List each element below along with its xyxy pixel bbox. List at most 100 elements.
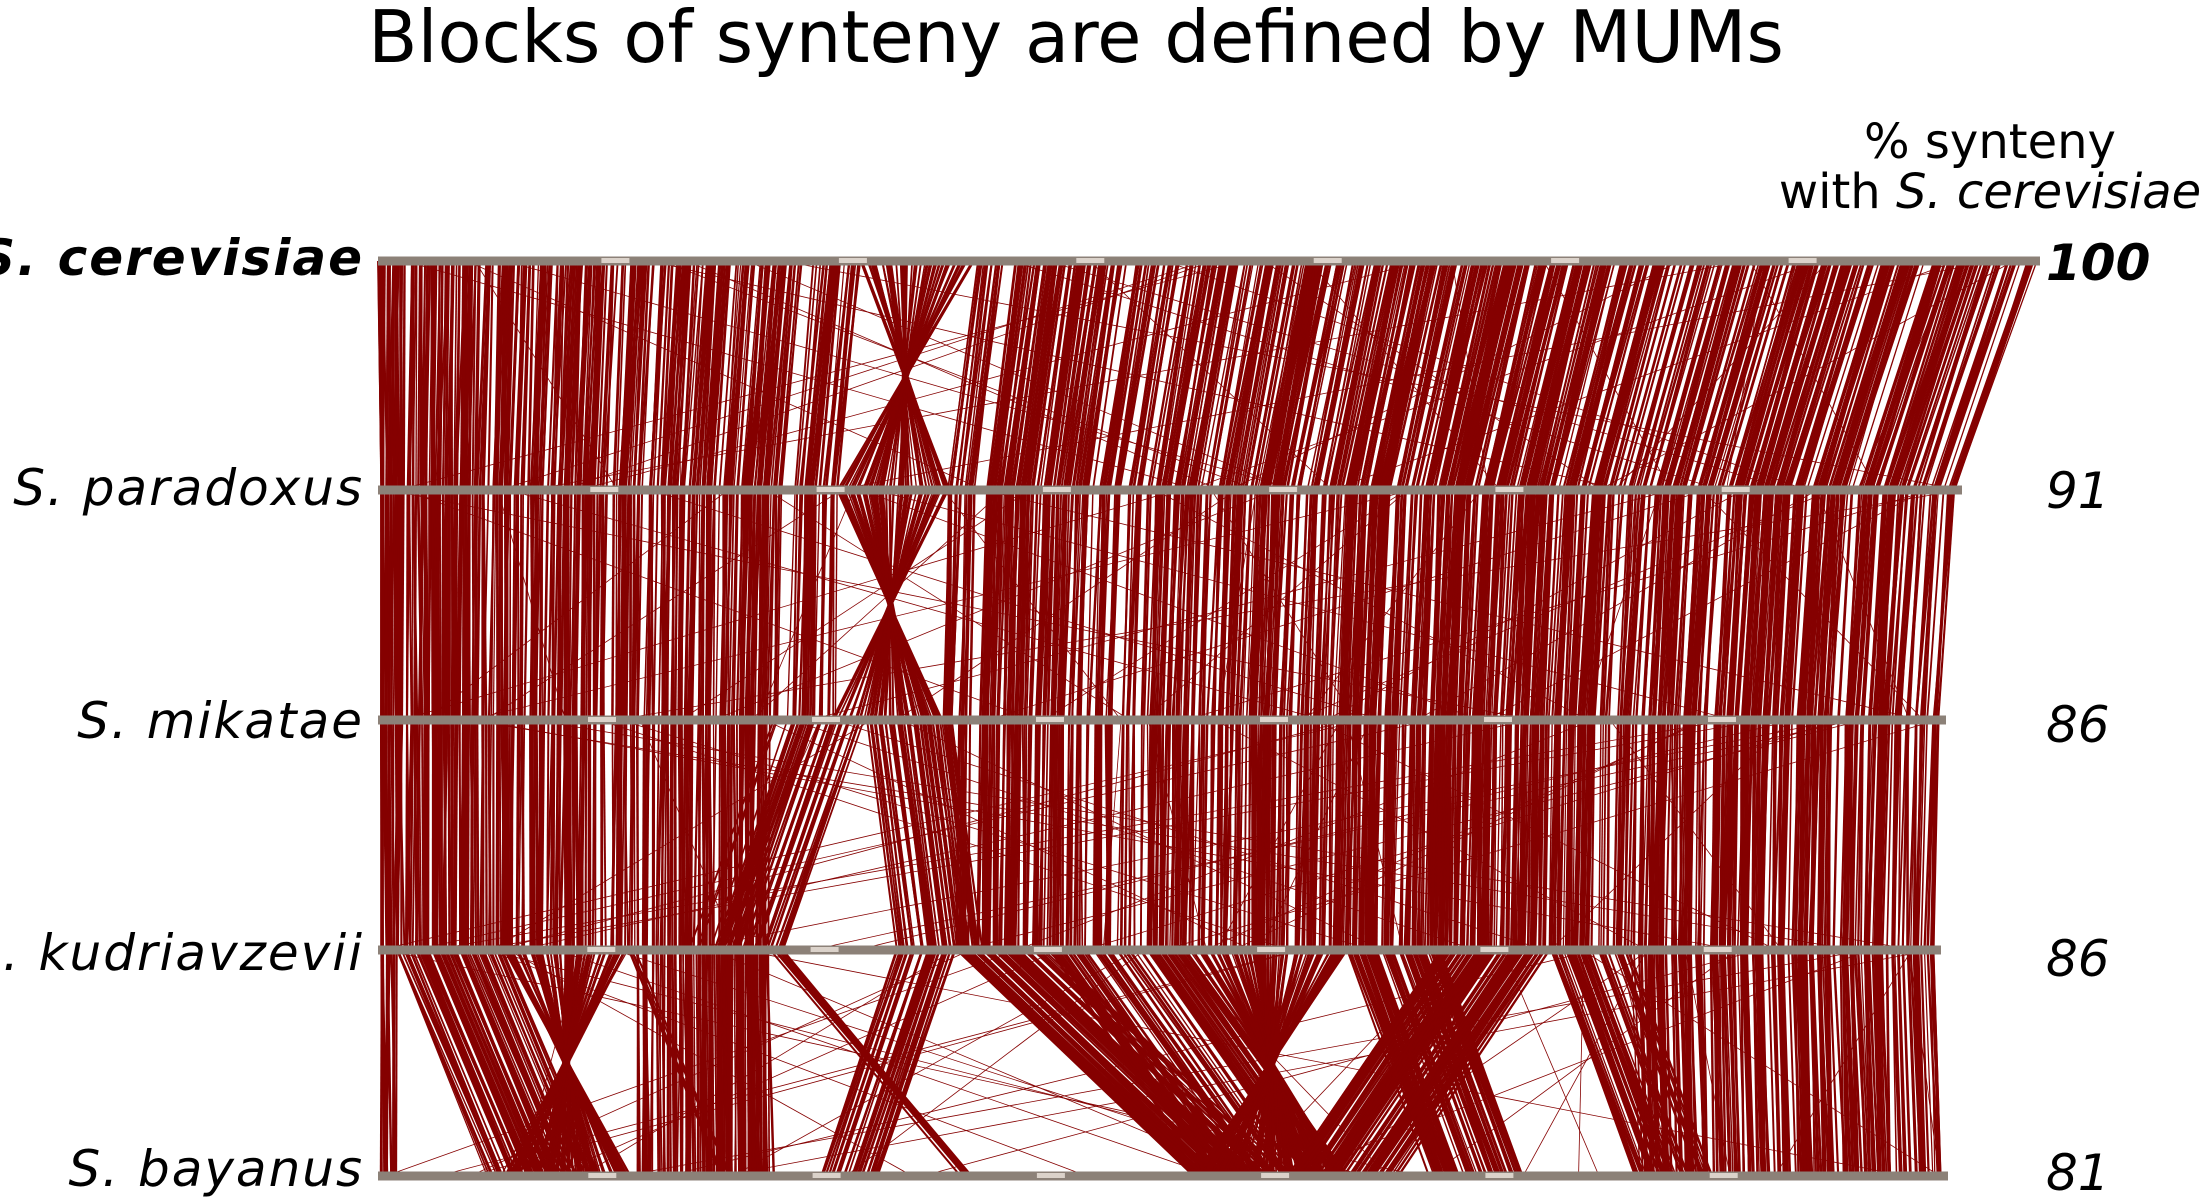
synteny-link bbox=[511, 489, 516, 721]
synteny-link bbox=[492, 489, 497, 721]
synteny-link bbox=[661, 260, 679, 491]
synteny-link bbox=[1084, 719, 1090, 951]
synteny-link bbox=[502, 719, 508, 951]
synteny-link bbox=[649, 489, 655, 721]
synteny-link bbox=[1919, 949, 1930, 1177]
synteny-link bbox=[1454, 719, 1460, 951]
synteny-link bbox=[989, 489, 998, 721]
synteny-link bbox=[1702, 719, 1708, 951]
synteny-link bbox=[1065, 949, 1229, 1177]
synteny-link bbox=[956, 949, 1197, 1177]
synteny-link bbox=[753, 260, 778, 491]
synteny-link bbox=[581, 489, 587, 721]
synteny-link bbox=[1921, 260, 2002, 491]
synteny-link bbox=[1576, 719, 1583, 951]
synteny-link bbox=[1473, 719, 1481, 951]
synteny-link bbox=[1657, 489, 1674, 721]
synteny-link bbox=[1891, 260, 1971, 491]
synteny-link bbox=[381, 719, 385, 951]
synteny-link bbox=[1280, 260, 1333, 491]
synteny-link bbox=[1071, 489, 1084, 721]
synteny-link bbox=[1434, 719, 1445, 951]
synteny-link bbox=[1312, 260, 1363, 491]
synteny-link bbox=[1817, 719, 1824, 951]
synteny-link bbox=[577, 260, 592, 491]
pct-header-line1: % synteny bbox=[1864, 114, 2116, 170]
synteny-link bbox=[618, 260, 635, 491]
synteny-link bbox=[1374, 260, 1431, 491]
synteny-link bbox=[1839, 949, 1845, 1177]
synteny-link bbox=[1781, 949, 1791, 1177]
synteny-link bbox=[1687, 949, 1695, 1177]
synteny-link bbox=[1006, 719, 1012, 951]
synteny-link bbox=[673, 719, 677, 951]
synteny-link bbox=[693, 949, 697, 1177]
synteny-link bbox=[832, 260, 862, 491]
synteny-link bbox=[398, 260, 403, 491]
synteny-link bbox=[1271, 489, 1285, 721]
synteny-link bbox=[1488, 719, 1497, 951]
synteny-link bbox=[1891, 949, 1898, 1177]
synteny-link bbox=[701, 489, 706, 721]
synteny-link bbox=[542, 489, 550, 721]
synteny-link bbox=[1777, 949, 1787, 1177]
synteny-link bbox=[1324, 949, 1482, 1177]
synteny-link bbox=[1905, 489, 1923, 721]
synteny-link bbox=[1513, 719, 1520, 951]
coordinate-tick bbox=[1703, 947, 1732, 952]
synteny-link bbox=[718, 719, 722, 951]
synteny-link bbox=[720, 719, 726, 951]
synteny-link bbox=[1166, 949, 1328, 1177]
synteny-link bbox=[1930, 949, 1936, 1177]
synteny-link bbox=[669, 719, 675, 951]
synteny-link bbox=[1155, 719, 1161, 951]
synteny-link bbox=[522, 260, 532, 491]
synteny-link bbox=[1036, 260, 1073, 491]
synteny-link bbox=[401, 489, 405, 721]
synteny-link bbox=[1248, 489, 1259, 721]
synteny-link bbox=[914, 719, 949, 951]
synteny-link bbox=[1159, 260, 1197, 491]
synteny-link bbox=[1658, 949, 1665, 1177]
synteny-link bbox=[1206, 489, 1221, 721]
synteny-link bbox=[1635, 260, 1704, 491]
synteny-link bbox=[998, 489, 1007, 721]
synteny-link bbox=[1083, 260, 1124, 491]
synteny-link bbox=[1856, 489, 1877, 721]
synteny-link bbox=[1733, 719, 1739, 951]
synteny-link bbox=[1816, 260, 1889, 491]
synteny-link bbox=[1571, 489, 1585, 721]
synteny-link bbox=[1602, 489, 1615, 721]
synteny-link bbox=[1782, 260, 1859, 491]
synteny-link bbox=[1200, 719, 1206, 951]
synteny-link bbox=[535, 489, 540, 721]
synteny-link bbox=[757, 489, 765, 721]
synteny-link bbox=[391, 949, 396, 1177]
synteny-link bbox=[1093, 719, 1099, 951]
synteny-link bbox=[970, 260, 1004, 491]
synteny-link bbox=[965, 489, 973, 721]
synteny-link bbox=[1460, 489, 1472, 721]
synteny-link bbox=[1530, 719, 1535, 951]
synteny-link bbox=[665, 489, 672, 721]
synteny-link bbox=[1108, 489, 1120, 721]
synteny-link bbox=[1552, 260, 1616, 491]
synteny-link bbox=[635, 719, 640, 951]
synteny-link bbox=[1720, 260, 1791, 491]
synteny-link bbox=[1422, 489, 1432, 721]
synteny-link bbox=[1730, 489, 1747, 721]
synteny-link bbox=[1339, 719, 1345, 951]
synteny-link bbox=[1817, 719, 1828, 951]
synteny-link bbox=[1845, 489, 1863, 721]
synteny-link bbox=[1042, 719, 1049, 951]
synteny-link bbox=[1782, 489, 1802, 721]
synteny-link bbox=[739, 949, 744, 1177]
synteny-link bbox=[436, 949, 536, 1177]
synteny-link bbox=[1146, 719, 1152, 951]
synteny-link bbox=[503, 489, 510, 721]
synteny-link bbox=[540, 719, 546, 951]
synteny-link bbox=[1662, 489, 1683, 721]
synteny-link bbox=[1689, 949, 1698, 1177]
synteny-link bbox=[415, 260, 418, 491]
synteny-link bbox=[441, 260, 449, 491]
